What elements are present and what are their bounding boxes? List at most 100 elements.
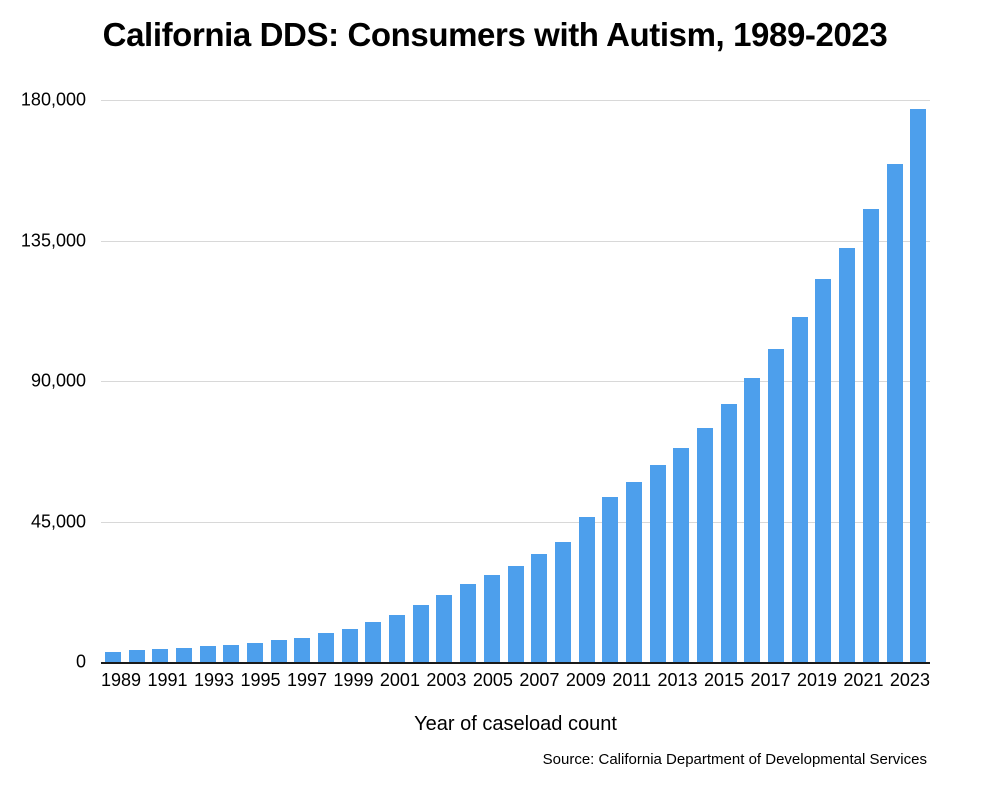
bar-2019 [815, 279, 832, 662]
bar-slot-2007 [527, 100, 551, 662]
x-axis-title: Year of caseload count [414, 713, 617, 735]
bar-2000 [365, 622, 382, 662]
bar-slot-2012 [646, 100, 670, 662]
bar-slot-2010 [598, 100, 622, 662]
bar-slot-2009 [575, 100, 599, 662]
bar-1994 [223, 644, 240, 662]
bar-2010 [602, 496, 619, 662]
gridline-90000 [101, 381, 930, 383]
bar-slot-2013 [670, 100, 694, 662]
bar-slot-2015 [717, 100, 741, 662]
x-tick-label-1991: 1991 [147, 670, 188, 690]
bar-slot-2018 [788, 100, 812, 662]
bar-1989 [104, 651, 121, 662]
bar-1998 [318, 632, 335, 662]
x-tick-label-1999: 1999 [333, 670, 374, 690]
x-tick-label-2021: 2021 [843, 670, 884, 690]
bar-slot-2000 [362, 100, 386, 662]
bar-2020 [839, 247, 856, 662]
bar-2018 [791, 317, 808, 662]
x-tick-label-2001: 2001 [379, 670, 420, 690]
gridline-45000 [101, 521, 930, 523]
x-axis-labels: 1989 1991 1993 1995 1997 1999 2001 2003 2005 2007… [101, 670, 930, 691]
bar-2021 [862, 209, 879, 662]
bar-1999 [341, 628, 358, 662]
bars-layer [101, 100, 930, 662]
bar-1996 [270, 640, 287, 662]
bar-2008 [554, 542, 571, 662]
bar-1990 [128, 650, 145, 662]
bar-slot-2016 [741, 100, 765, 662]
bar-slot-1999 [338, 100, 362, 662]
x-tick-label-1993: 1993 [193, 670, 235, 690]
y-tick-label-135000: 135,000 [20, 230, 86, 250]
bar-slot-2017 [764, 100, 788, 662]
bar-2016 [744, 378, 761, 662]
bar-2007 [531, 554, 548, 662]
x-tick-label-2007: 2007 [519, 670, 560, 690]
bar-slot-2006 [504, 100, 528, 662]
bar-slot-1993 [196, 100, 220, 662]
bar-slot-2004 [456, 100, 480, 662]
bar-slot-1995 [243, 100, 267, 662]
bar-slot-1991 [148, 100, 172, 662]
bar-2003 [436, 594, 453, 662]
bar-slot-2021 [859, 100, 883, 662]
bar-slot-2001 [385, 100, 409, 662]
bar-2014 [697, 428, 714, 662]
bar-slot-1994 [219, 100, 243, 662]
bar-2015 [720, 403, 737, 662]
bar-2004 [460, 583, 477, 662]
bar-1993 [199, 646, 216, 662]
x-tick-label-2003: 2003 [426, 670, 467, 690]
bar-2009 [578, 517, 595, 662]
bar-slot-1992 [172, 100, 196, 662]
chart-title: California DDS: Consumers with Autism, 1… [102, 16, 888, 53]
bar-slot-1996 [267, 100, 291, 662]
x-tick-label-2011: 2011 [612, 670, 652, 690]
bar-slot-2023 [906, 100, 930, 662]
bar-slot-2008 [551, 100, 575, 662]
x-tick-label-2015: 2015 [703, 670, 745, 690]
bar-slot-2019 [812, 100, 836, 662]
x-tick-label-2005: 2005 [472, 670, 513, 690]
bar-slot-1998 [314, 100, 338, 662]
bar-2006 [507, 565, 524, 662]
y-tick-label-180000: 180,000 [20, 89, 86, 110]
bar-1995 [246, 642, 263, 662]
bar-slot-2014 [693, 100, 717, 662]
x-tick-label-1995: 1995 [240, 670, 281, 690]
bar-slot-1997 [291, 100, 315, 662]
bar-2002 [412, 605, 429, 662]
bar-slot-2005 [480, 100, 504, 662]
plot-area [101, 100, 930, 664]
x-tick-label-2023: 2023 [889, 670, 930, 690]
bar-2022 [886, 163, 903, 662]
x-tick-label-2019: 2019 [796, 670, 837, 690]
bar-2013 [673, 447, 690, 662]
bar-slot-2020 [835, 100, 859, 662]
bar-2017 [768, 349, 785, 662]
bar-slot-2011 [622, 100, 646, 662]
bar-2012 [649, 465, 666, 662]
bar-slot-1989 [101, 100, 125, 662]
bar-2023 [910, 109, 927, 662]
x-tick-label-2009: 2009 [565, 670, 606, 690]
gridline-135000 [101, 240, 930, 242]
bar-2001 [389, 614, 406, 662]
gridline-180000 [101, 100, 930, 102]
bar-2011 [625, 481, 642, 662]
x-tick-label-1997: 1997 [286, 670, 327, 690]
x-tick-label-1989: 1989 [101, 670, 142, 690]
bar-1991 [152, 649, 169, 662]
bar-1997 [294, 637, 311, 662]
x-tick-label-2013: 2013 [657, 670, 698, 690]
bar-1992 [175, 647, 192, 662]
y-tick-label-0: 0 [75, 651, 86, 672]
y-tick-label-90000: 90,000 [30, 370, 86, 391]
bar-2005 [483, 575, 500, 662]
bar-slot-2002 [409, 100, 433, 662]
source-note: Source: California Department of Develop… [542, 751, 927, 768]
x-tick-label-2017: 2017 [750, 670, 791, 690]
